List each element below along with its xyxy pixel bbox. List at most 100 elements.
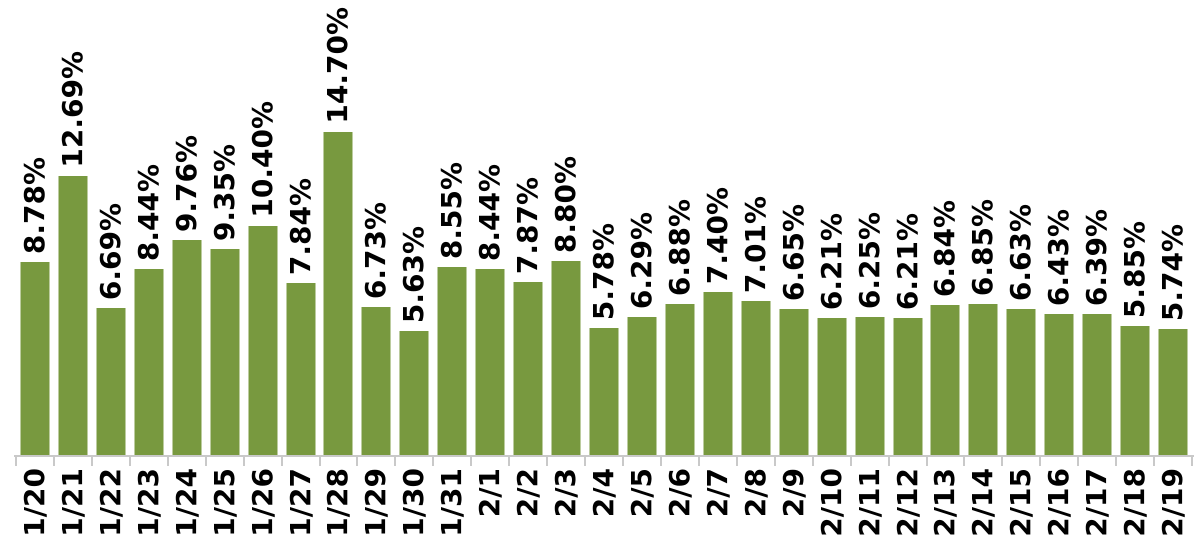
bar [475,269,505,455]
x-axis-label: 2/8 [738,468,772,518]
x-axis-label: 2/3 [549,468,583,518]
x-axis-label: 1/26 [245,468,279,537]
bar-cell: 6.88% 2/6 [659,0,699,517]
x-axis-label: 2/16 [1042,468,1076,537]
bar-cell: 6.43% 2/16 [1039,0,1078,537]
value-label: 5.63% [397,225,431,323]
value-label: 6.21% [890,212,924,310]
bar [437,267,467,455]
axis-tick [735,457,738,466]
bar-cell: 9.76% 1/24 [166,0,206,537]
value-label: 6.63% [1004,203,1038,301]
x-axis-label: 2/4 [587,468,621,518]
value-label: 7.84% [283,177,317,275]
bar-cell: 14.70% 1/28 [318,0,358,537]
x-axis-label: 2/18 [1118,468,1152,537]
bar-cell: 12.69% 1/21 [52,0,92,537]
value-label: 6.43% [1042,208,1076,306]
x-axis-label: 2/14 [966,468,1000,537]
bar-cell: 6.85% 2/14 [963,0,1002,537]
axis-tick [546,457,549,466]
value-label: 8.44% [473,163,507,261]
axis-tick [622,457,624,466]
value-label: 6.21% [814,212,848,310]
bar [1120,326,1150,455]
bar-cell: 5.85% 2/18 [1115,0,1154,537]
bar [741,301,771,455]
bar [134,269,164,455]
bar [286,283,316,455]
value-label: 6.69% [93,202,127,300]
axis-tick [1153,457,1156,466]
bar [58,176,88,455]
bar [968,304,998,455]
axis-tick [887,457,890,466]
bar [20,262,50,455]
axis-tick [659,457,662,466]
axis-tick [773,457,776,466]
value-label: 5.74% [1156,223,1190,321]
value-label: 6.65% [776,203,810,301]
bar-cell: 5.74% 2/19 [1153,0,1194,537]
axis-tick [128,457,131,466]
bar-cell: 9.35% 1/25 [204,0,244,537]
x-axis-label: 2/12 [890,468,924,537]
axis-tick [963,457,966,466]
value-label: 6.73% [359,201,393,299]
x-axis-label: 1/20 [17,468,51,537]
bar-cell: 7.87% 2/2 [508,0,547,517]
x-axis-label: 1/25 [207,468,241,537]
x-axis-label: 1/31 [435,468,469,537]
axis-tick [166,457,169,466]
x-axis-label: 2/2 [511,468,545,518]
bar-cell: 8.80% 2/3 [546,0,585,517]
bar [893,318,923,455]
x-axis-label: 2/5 [624,468,658,518]
bar [1044,314,1074,455]
bar-cell: 6.65% 2/9 [773,0,813,517]
x-axis-label: 1/21 [55,468,89,537]
bar [817,318,847,455]
axis-tick [1039,457,1042,466]
axis-tick [470,457,473,466]
x-axis-label: 1/22 [93,468,127,537]
bar-cell: 6.84% 2/13 [925,0,965,537]
bar [703,292,733,455]
value-label: 7.40% [700,186,734,284]
bar-cell: 7.01% 2/8 [735,0,775,517]
x-axis-label: 2/1 [473,468,507,518]
axis-tick [1077,457,1080,466]
x-axis-line [14,455,1194,457]
axis-tick [697,457,700,466]
value-label: 14.70% [321,7,355,124]
bar [248,226,278,455]
bar [779,309,809,455]
value-label: 10.40% [245,101,279,218]
axis-tick [318,457,321,466]
axis-tick [1191,457,1194,466]
x-axis-label: 2/19 [1156,468,1190,537]
bar [1158,329,1188,455]
bar-cell: 6.69% 1/22 [90,0,130,537]
axis-tick [90,457,93,466]
bar [399,331,429,455]
x-axis-label: 2/15 [1004,468,1038,537]
bar-cell: 6.39% 2/17 [1077,0,1116,537]
bar [589,328,619,455]
bar-cell: 8.44% 2/1 [470,0,509,517]
bar-cell: 7.84% 1/27 [280,0,320,537]
value-label: 7.87% [511,176,545,274]
value-label: 9.76% [169,134,203,232]
axis-tick [811,457,814,466]
x-axis-label: 1/29 [359,468,393,537]
bar [551,261,581,455]
bar-cell: 5.63% 1/30 [394,0,433,537]
bar [627,317,657,455]
x-axis-label: 1/24 [169,468,203,537]
value-label: 8.80% [549,155,583,253]
bar-cell: 6.73% 1/29 [356,0,395,537]
axis-tick [52,457,55,466]
x-axis-label: 1/23 [131,468,165,537]
x-axis-label: 2/17 [1080,468,1114,537]
x-axis-label: 1/30 [397,468,431,537]
